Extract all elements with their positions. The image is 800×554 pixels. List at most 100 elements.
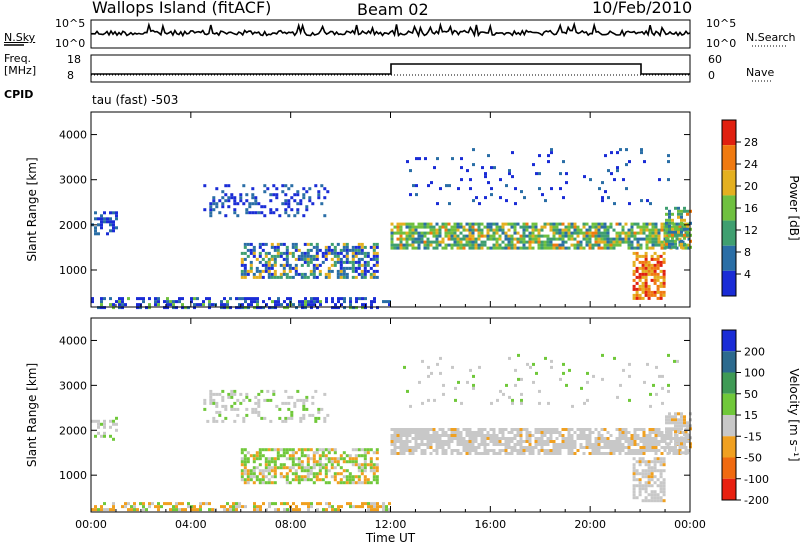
data-cell	[358, 505, 361, 509]
data-cell	[230, 407, 234, 411]
data-cell	[366, 251, 370, 255]
data-cell	[142, 505, 145, 509]
data-cell	[630, 243, 634, 247]
data-cell	[307, 303, 310, 307]
data-cell	[540, 440, 544, 443]
data-cell	[240, 272, 244, 276]
data-cell	[627, 228, 631, 232]
data-cell	[647, 466, 651, 470]
data-cell	[665, 418, 668, 422]
data-cell	[624, 428, 628, 431]
data-cell	[324, 248, 328, 252]
data-cell	[221, 202, 225, 206]
data-cell	[468, 440, 472, 443]
data-cell	[220, 505, 223, 509]
data-cell	[238, 297, 241, 301]
data-cell	[281, 419, 285, 423]
cpid-label: CPID	[4, 88, 34, 101]
data-cell	[317, 407, 321, 411]
data-cell	[255, 257, 259, 261]
data-cell	[454, 398, 457, 402]
data-cell	[507, 446, 511, 449]
data-cell	[258, 251, 262, 255]
data-cell	[121, 297, 124, 301]
data-cell	[462, 237, 466, 241]
data-cell	[641, 472, 645, 476]
data-cell	[513, 222, 517, 226]
data-cell	[184, 508, 187, 512]
data-cell	[573, 243, 577, 247]
data-cell	[552, 446, 556, 449]
data-cell	[412, 184, 415, 188]
data-cell	[498, 246, 502, 250]
data-cell	[270, 263, 274, 267]
data-cell	[357, 469, 361, 473]
data-cell	[471, 243, 475, 247]
data-cell	[471, 437, 475, 440]
data-cell	[369, 466, 373, 470]
data-cell	[594, 231, 598, 235]
data-cell	[285, 275, 289, 279]
data-cell	[294, 266, 298, 270]
data-cell	[322, 508, 325, 512]
data-cell	[513, 443, 517, 446]
data-cell	[567, 437, 571, 440]
data-cell	[492, 440, 496, 443]
data-cell	[683, 209, 686, 213]
data-cell	[651, 440, 655, 443]
data-cell	[562, 196, 565, 200]
data-cell	[528, 452, 532, 455]
data-cell	[336, 272, 340, 276]
data-cell	[501, 431, 505, 434]
data-cell	[112, 508, 115, 512]
data-cell	[405, 431, 409, 434]
data-cell	[375, 269, 379, 273]
data-cell	[300, 463, 304, 467]
data-cell	[349, 306, 352, 310]
data-cell	[594, 428, 598, 431]
data-cell	[632, 466, 636, 470]
data-cell	[432, 431, 436, 434]
data-cell	[316, 306, 319, 310]
data-cell	[357, 454, 361, 458]
data-cell	[657, 428, 661, 431]
data-cell	[100, 434, 103, 438]
data-cell	[603, 246, 607, 250]
data-cell	[653, 460, 657, 464]
data-cell	[354, 269, 358, 273]
data-cell	[349, 300, 352, 304]
data-cell	[659, 275, 663, 279]
data-cell	[549, 437, 553, 440]
data-cell	[303, 275, 307, 279]
data-cell	[630, 449, 634, 452]
data-cell	[680, 212, 683, 216]
data-cell	[516, 443, 520, 446]
data-cell	[438, 443, 442, 446]
data-cell	[351, 448, 355, 452]
data-cell	[258, 260, 262, 264]
data-cell	[663, 446, 667, 449]
data-cell	[399, 437, 403, 440]
data-cell	[342, 475, 346, 479]
data-cell	[339, 478, 343, 482]
data-cell	[263, 214, 267, 218]
colorbar-tick-label: -200	[744, 494, 769, 507]
data-cell	[301, 300, 304, 304]
colorbar-swatch	[722, 478, 736, 500]
colorbar-swatch	[722, 330, 736, 352]
data-cell	[284, 208, 288, 212]
data-cell	[450, 440, 454, 443]
data-cell	[586, 398, 589, 402]
data-cell	[677, 230, 680, 234]
data-cell	[366, 481, 370, 485]
data-cell	[292, 508, 295, 512]
data-cell	[585, 434, 589, 437]
data-cell	[306, 448, 310, 452]
data-cell	[594, 437, 598, 440]
data-cell	[507, 240, 511, 244]
data-cell	[657, 443, 661, 446]
data-cell	[305, 190, 309, 194]
colorbar-swatch	[722, 351, 736, 373]
data-cell	[255, 269, 259, 273]
data-cell	[309, 257, 313, 261]
